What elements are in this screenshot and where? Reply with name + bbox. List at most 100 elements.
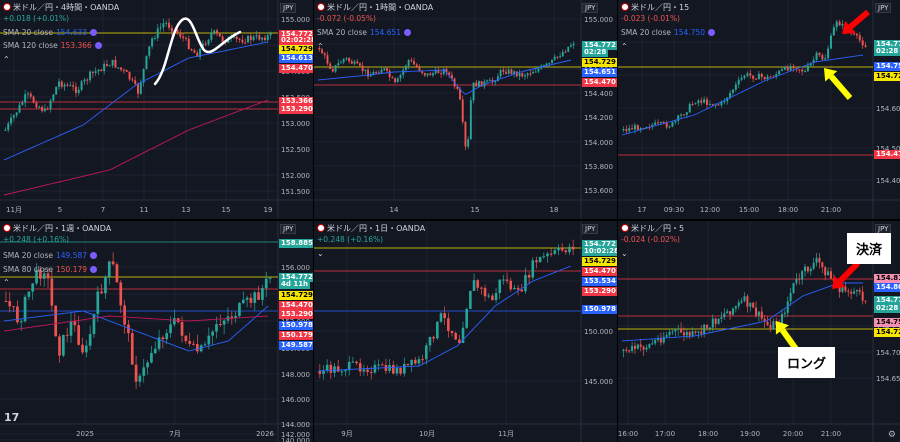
indicator-settings-icon[interactable]	[90, 252, 98, 259]
candle	[415, 64, 418, 68]
indicator-sma20[interactable]: SMA 20 close 149.587	[3, 251, 98, 260]
indicator-settings-icon[interactable]	[404, 29, 412, 36]
collapse-chevron-icon[interactable]: ⌃	[621, 42, 628, 51]
price-change: +0.248 (+0.16%)	[3, 235, 70, 244]
candle	[60, 81, 63, 87]
usdjpy-flag-icon	[317, 3, 325, 11]
candle	[111, 261, 115, 265]
currency-label[interactable]: JPY	[582, 3, 599, 13]
sma-short-line	[621, 54, 864, 136]
candle	[414, 359, 417, 364]
candle	[752, 302, 755, 308]
candle	[478, 81, 480, 87]
chart-pane-1w[interactable]: 156.000154.000152.000150.000148.000146.0…	[0, 221, 313, 442]
candle	[505, 71, 507, 74]
indicator-settings-icon[interactable]	[708, 29, 716, 36]
indicator-settings-icon[interactable]	[94, 42, 102, 49]
candle	[375, 72, 378, 74]
candle	[524, 75, 526, 77]
price-change: -0.023 (-0.01%)	[621, 14, 680, 23]
candle	[464, 121, 467, 147]
candle	[769, 324, 772, 330]
candle	[321, 49, 324, 54]
indicator-sma20[interactable]: SMA 20 close 154.750	[621, 28, 716, 37]
candle	[850, 291, 853, 294]
candle	[553, 250, 557, 254]
currency-label[interactable]: JPY	[280, 3, 297, 13]
indicator-sma80[interactable]: SMA 80 close 150.179	[3, 265, 98, 274]
x-tick-label: 11	[140, 206, 149, 214]
indicator-settings-icon[interactable]	[90, 29, 98, 36]
candle	[269, 33, 272, 36]
candle	[119, 282, 123, 306]
candle	[333, 366, 336, 373]
collapse-chevron-icon[interactable]: ⌃	[3, 55, 10, 64]
candle	[128, 71, 131, 80]
candle	[491, 79, 494, 83]
chart-pane-1h[interactable]: 155.000154.800154.600154.400154.200154.0…	[314, 0, 617, 219]
candle	[7, 123, 10, 130]
indicator-sma20[interactable]: SMA 20 close 154.633	[3, 28, 98, 37]
candle	[182, 36, 185, 39]
candle	[651, 124, 654, 128]
indicator-sma20[interactable]: SMA 20 close 154.651	[317, 28, 412, 37]
candle	[700, 100, 703, 103]
candle	[253, 292, 257, 303]
chart-title: 米ドル／円・4時間・OANDA	[3, 2, 119, 13]
candle	[746, 296, 749, 307]
candle	[193, 50, 196, 53]
candle	[184, 38, 187, 40]
currency-label[interactable]: JPY	[875, 3, 892, 13]
chart-pane-4h[interactable]: 155.000154.500154.000153.500153.000152.5…	[0, 0, 313, 219]
collapse-chevron-icon[interactable]: ⌃	[3, 278, 10, 287]
price-tag: 4d 11h	[279, 280, 311, 289]
candle	[651, 343, 654, 345]
candle	[117, 67, 120, 69]
candle	[137, 83, 139, 94]
candle	[159, 27, 162, 29]
candle	[809, 63, 812, 66]
candle	[534, 71, 537, 73]
candle	[347, 361, 351, 371]
x-tick-label: 21:00	[821, 206, 841, 214]
chart-title: 米ドル／円・5	[621, 223, 684, 234]
price-tag: 154.772	[582, 240, 617, 249]
chart-pane-5m[interactable]: 154.750 154.700 154.650 16:00 17:00 18:00 19:0…	[618, 221, 900, 442]
candle	[192, 343, 195, 345]
candle	[855, 33, 858, 36]
price-tag: 154.729	[874, 328, 900, 337]
candle	[235, 36, 238, 39]
collapse-chevron-icon[interactable]: ⌄	[621, 249, 628, 258]
indicator-sma120[interactable]: SMA 120 close 153.366	[3, 41, 102, 50]
candle	[786, 301, 789, 313]
candle	[32, 96, 35, 103]
candle	[760, 311, 763, 319]
candle	[203, 344, 207, 346]
collapse-chevron-icon[interactable]: ⌄	[317, 249, 324, 258]
candle	[824, 267, 827, 276]
indicator-settings-icon[interactable]	[90, 266, 98, 273]
y-tick-label: 154.400	[584, 90, 613, 98]
chart-pane-15m[interactable]: 154.800154.700154.600154.500154.4001709:…	[618, 0, 900, 219]
candle	[516, 287, 520, 290]
candle	[844, 286, 847, 291]
candle	[688, 331, 691, 336]
candle	[207, 39, 210, 45]
candle	[723, 101, 726, 103]
currency-label[interactable]: JPY	[582, 224, 599, 234]
currency-label[interactable]: JPY	[280, 224, 297, 234]
gear-icon[interactable]: ⚙	[887, 430, 896, 440]
candle	[329, 63, 332, 69]
candle	[337, 63, 340, 66]
collapse-chevron-icon[interactable]: ⌃	[317, 42, 324, 51]
candle	[176, 29, 179, 33]
candle	[766, 76, 769, 80]
note-long: ロング	[778, 347, 836, 378]
candle	[502, 279, 505, 281]
price-tag: 154.470	[874, 150, 900, 159]
candle	[423, 72, 426, 76]
price-change: -0.072 (-0.05%)	[317, 14, 376, 23]
candle	[19, 321, 23, 323]
